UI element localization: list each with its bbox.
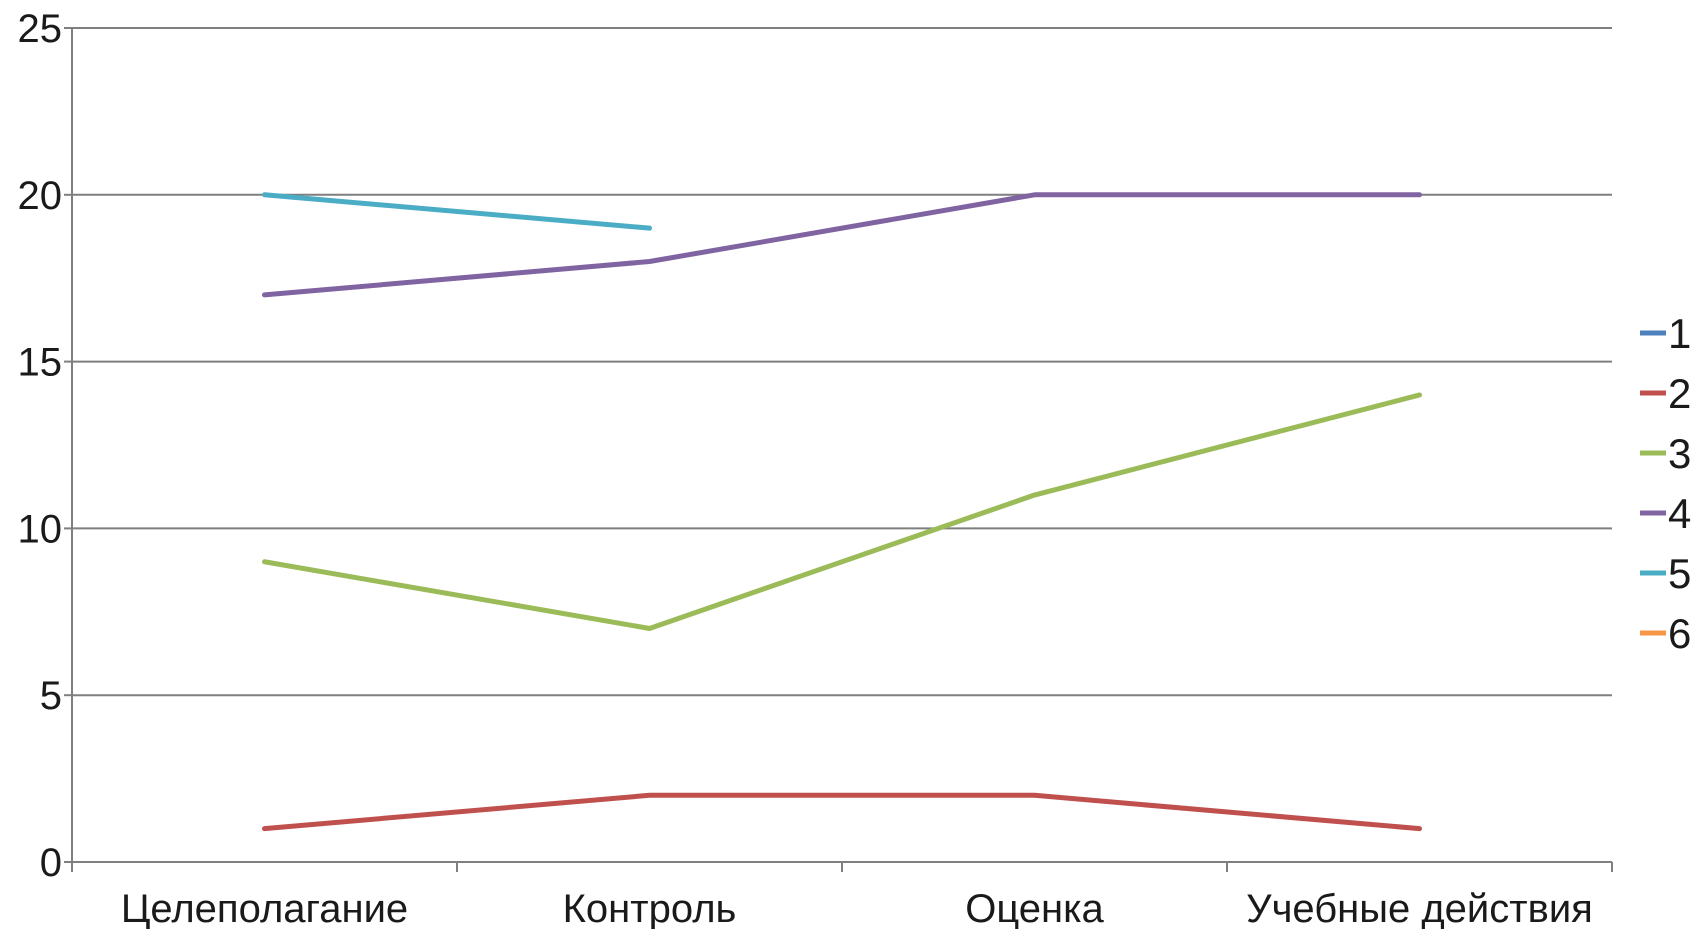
series-line-2 bbox=[262, 792, 1422, 832]
legend: 1 2 3 4 5 6 bbox=[1640, 310, 1691, 657]
legend-label: 4 bbox=[1668, 490, 1691, 537]
y-tick-label: 10 bbox=[18, 507, 63, 551]
legend-label: 5 bbox=[1668, 550, 1691, 597]
series-line-3 bbox=[262, 392, 1422, 631]
series-line-4 bbox=[262, 192, 1422, 298]
axes bbox=[64, 27, 1613, 872]
x-tick-label: Учебные действия bbox=[1246, 887, 1593, 929]
legend-label: 6 bbox=[1668, 610, 1691, 657]
y-tick-label: 20 bbox=[18, 174, 63, 218]
legend-label: 2 bbox=[1668, 370, 1691, 417]
y-tick-label: 5 bbox=[40, 674, 62, 718]
series-line-5 bbox=[262, 192, 652, 231]
y-tick-label: 15 bbox=[18, 341, 63, 385]
grid-lines bbox=[72, 27, 1612, 697]
x-tick-labels: Целеполагание Контроль Оценка Учебные дейст… bbox=[121, 887, 1593, 929]
y-tick-labels: 0 5 10 15 20 25 bbox=[18, 7, 63, 885]
x-tick-label: Контроль bbox=[563, 887, 737, 929]
y-tick-label: 0 bbox=[40, 841, 62, 885]
legend-label: 3 bbox=[1668, 430, 1691, 477]
y-tick-label: 25 bbox=[18, 7, 63, 51]
legend-label: 1 bbox=[1668, 310, 1691, 357]
x-tick-label: Оценка bbox=[965, 887, 1104, 929]
series-lines bbox=[262, 192, 1422, 832]
x-tick-label: Целеполагание bbox=[121, 887, 408, 929]
